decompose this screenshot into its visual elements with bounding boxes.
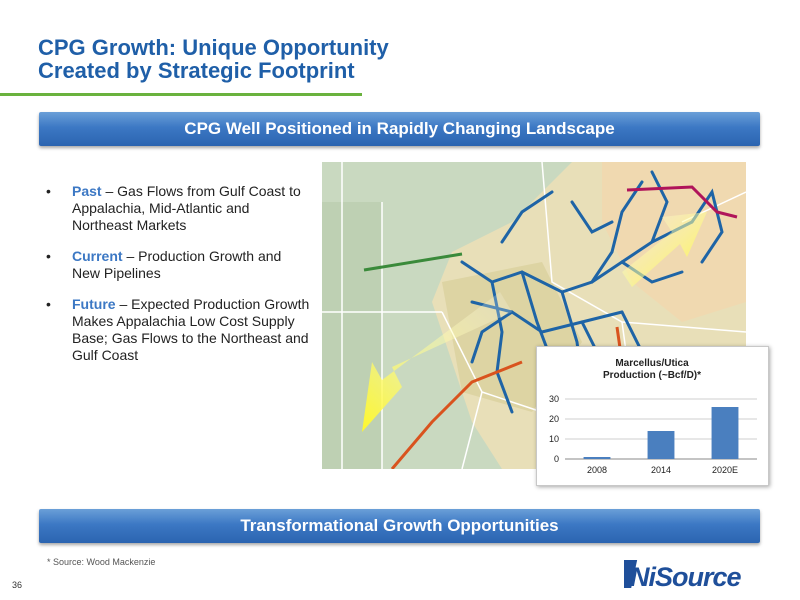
chart-title-line2: Production (~Bcf/D)* xyxy=(603,370,701,381)
nisource-logo: NiSource xyxy=(624,560,743,592)
flow-arrow-gulf-icon xyxy=(362,292,512,432)
bullet-keyword: Past xyxy=(72,183,102,199)
bullet-item-current: • Current – Production Growth and New Pi… xyxy=(46,248,311,282)
chart-x-tick-label: 2020E xyxy=(712,465,738,475)
pipeline-green xyxy=(363,252,463,272)
map-region-west xyxy=(322,202,382,469)
title-divider xyxy=(0,93,362,96)
bullet-dot: • xyxy=(46,183,51,199)
flow-arrow-northeast-icon xyxy=(622,212,707,287)
section-banner-bottom: Transformational Growth Opportunities xyxy=(39,509,760,543)
source-note: * Source: Wood Mackenzie xyxy=(47,557,156,567)
slide-title-line2: Created by Strategic Footprint xyxy=(38,58,355,83)
chart-x-tick-label: 2014 xyxy=(651,465,671,475)
page-number: 36 xyxy=(12,580,23,590)
bullet-item-past: • Past – Gas Flows from Gulf Coast to Ap… xyxy=(46,183,311,234)
chart-bar-2008 xyxy=(583,457,611,459)
bullet-keyword: Future xyxy=(72,296,116,312)
bullet-text: – Expected Production Growth Makes Appal… xyxy=(72,296,310,363)
logo-text: NiSource xyxy=(630,562,742,592)
slide-title-line1: CPG Growth: Unique Opportunity xyxy=(38,35,389,60)
pipeline-orange xyxy=(390,360,523,469)
chart-y-ticks: 0 10 20 30 xyxy=(549,394,559,464)
bullet-keyword: Current xyxy=(72,248,123,264)
chart-y-tick-label: 0 xyxy=(554,454,559,464)
chart-x-ticks: 2008 2014 2020E xyxy=(587,465,738,475)
chart-x-tick-label: 2008 xyxy=(587,465,607,475)
state-borders xyxy=(322,162,746,469)
chart-y-tick-label: 20 xyxy=(549,414,559,424)
bullet-list: • Past – Gas Flows from Gulf Coast to Ap… xyxy=(46,183,311,378)
production-chart-svg: Marcellus/Utica Production (~Bcf/D)* 0 10… xyxy=(549,358,757,475)
bullet-text: – Production Growth and New Pipelines xyxy=(72,248,282,281)
chart-title-line1: Marcellus/Utica xyxy=(615,358,689,369)
production-chart: Marcellus/Utica Production (~Bcf/D)* 0 10… xyxy=(536,346,769,486)
pipeline-magenta xyxy=(626,185,738,219)
chart-y-tick-label: 10 xyxy=(549,434,559,444)
bullet-item-future: • Future – Expected Production Growth Ma… xyxy=(46,296,311,364)
bullet-dot: • xyxy=(46,296,51,312)
slide-title: CPG Growth: Unique Opportunity Created b… xyxy=(38,36,538,82)
chart-bars xyxy=(583,407,739,459)
bullet-dot: • xyxy=(46,248,51,264)
chart-y-tick-label: 30 xyxy=(549,394,559,404)
chart-bar-2020E xyxy=(711,407,739,459)
section-banner-top: CPG Well Positioned in Rapidly Changing … xyxy=(39,112,760,146)
chart-bar-2014 xyxy=(647,431,675,459)
bullet-text: – Gas Flows from Gulf Coast to Appalachi… xyxy=(72,183,301,233)
